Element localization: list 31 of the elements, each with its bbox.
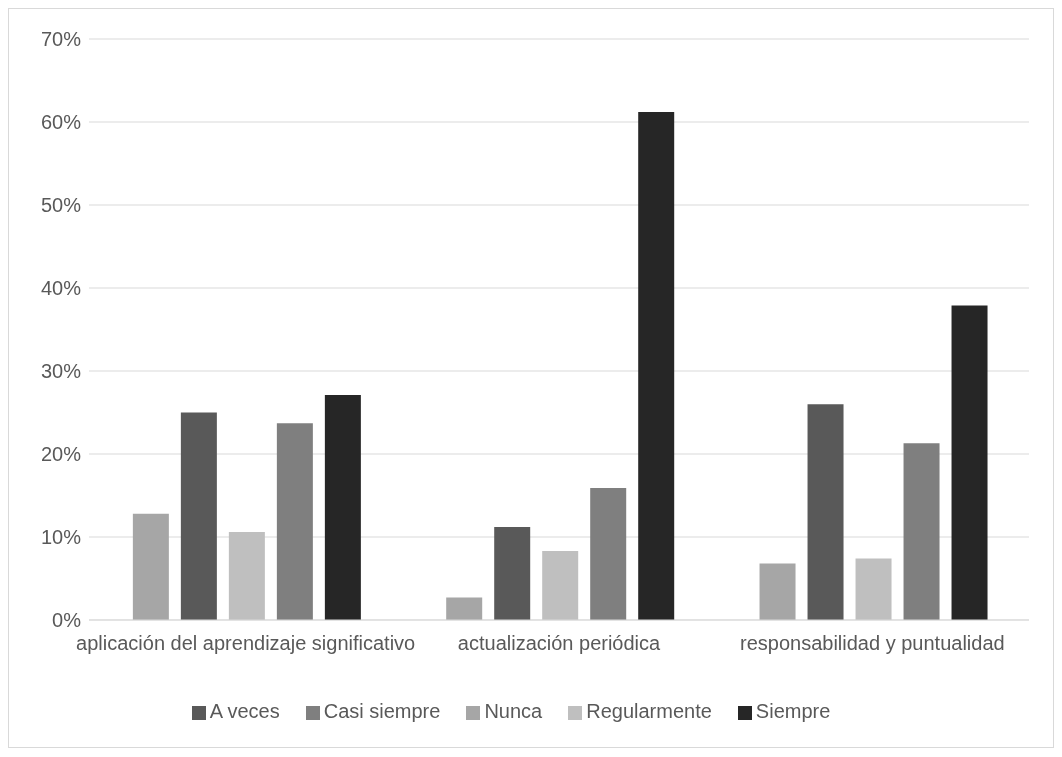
- bar: [759, 563, 796, 620]
- x-tick-label: aplicación del aprendizaje significativo: [76, 632, 416, 655]
- y-tick-label: 0%: [52, 609, 82, 632]
- bar: [132, 513, 169, 620]
- bar: [855, 558, 892, 620]
- legend-label: Regularmente: [586, 700, 712, 722]
- legend-label: A veces: [209, 700, 280, 722]
- bar: [446, 597, 483, 620]
- x-tick-label: actualización periódica: [457, 632, 662, 655]
- y-tick-label: 70%: [40, 28, 82, 51]
- y-tick-label: 60%: [40, 111, 82, 134]
- legend-label: Siempre: [755, 700, 831, 722]
- bar: [276, 423, 313, 620]
- y-tick-label: 30%: [40, 360, 82, 383]
- y-tick-label: 40%: [40, 277, 82, 300]
- y-tick-label: 50%: [40, 194, 82, 217]
- bar: [180, 412, 217, 620]
- bar: [494, 527, 531, 620]
- bar: [590, 488, 627, 620]
- bar: [903, 443, 940, 620]
- bar: [542, 551, 579, 620]
- x-tick-label: responsabilidad y puntualidad: [740, 632, 1005, 655]
- bar: [807, 404, 844, 620]
- bar: [324, 395, 361, 620]
- bar: [228, 532, 265, 620]
- bar: [951, 305, 988, 620]
- y-tick-label: 10%: [40, 526, 82, 549]
- legend-label: Nunca: [484, 700, 543, 722]
- y-tick-label: 20%: [40, 443, 82, 466]
- bar: [638, 112, 675, 620]
- legend-label: Casi siempre: [323, 700, 441, 722]
